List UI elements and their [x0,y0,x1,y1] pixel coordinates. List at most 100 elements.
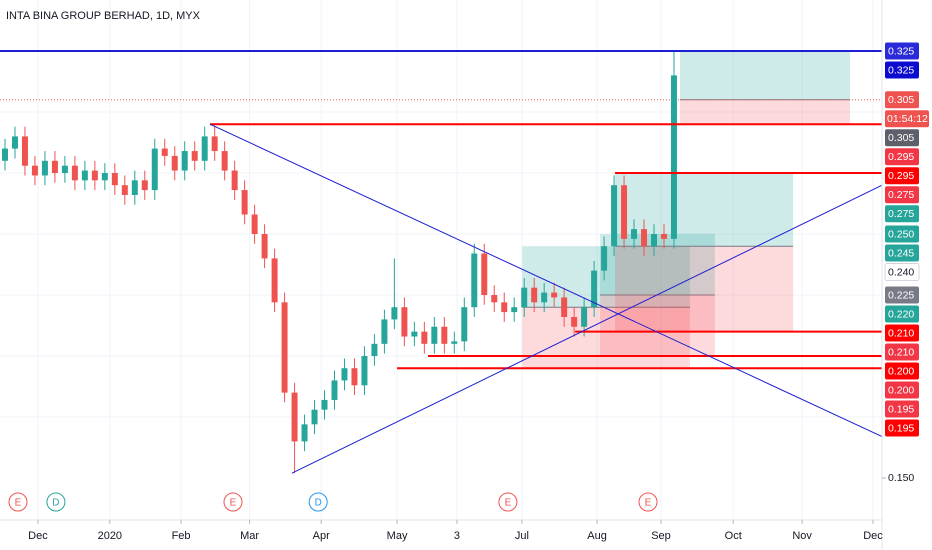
candle-body [121,185,128,195]
x-tick-label: May [387,530,408,542]
price-label: 0.325 [888,45,914,57]
candle-body [31,165,38,176]
candle-body [571,316,578,327]
price-label-box [885,148,919,166]
price-label-box [885,362,919,380]
countdown-label: 01:54:12 [887,113,928,125]
event-label: E [645,498,652,509]
price-label-box [885,129,919,147]
price-label-box [885,225,919,243]
candle-body [21,136,28,166]
price-label-box [885,167,919,185]
candle-body [581,307,588,327]
event-label: E [230,498,237,509]
x-tick-label: 2020 [98,530,122,542]
x-tick-label: Oct [725,530,742,542]
price-label: 0.225 [888,289,914,301]
candle-body [381,319,388,344]
candle-body [351,368,358,386]
candle-body [341,368,348,381]
price-label: 0.275 [888,208,914,220]
price-label-box [885,343,919,361]
candle-body [551,292,558,298]
candle-body [611,185,618,247]
candle-body [561,297,568,317]
price-label: 0.325 [888,64,914,76]
price-label: 0.200 [888,384,914,396]
price-label-box [885,186,919,204]
candle-body [251,214,258,235]
candle-body [670,75,677,239]
price-label: 0.240 [888,266,914,278]
candle-body [311,409,318,425]
event-marker [223,492,243,512]
candle-body [411,331,418,337]
x-tick-label: Jul [515,530,529,542]
candle-body [171,155,178,171]
candle-body [591,270,598,308]
candle-body [491,295,498,303]
price-label-box [885,381,919,399]
event-label: E [15,498,22,509]
candle-body [371,343,378,357]
price-label: 0.195 [888,422,914,434]
position-stop-zone [679,99,851,125]
price-label: 0.195 [888,403,914,415]
price-label: 0.295 [888,170,914,182]
price-label: 0.210 [888,327,914,339]
countdown-box [885,110,929,128]
candle-body [131,180,138,195]
candle-body [361,356,368,386]
candle-body [321,399,328,410]
price-label-box [885,42,919,60]
position-target-zone [600,234,715,296]
candle-body [441,326,448,344]
candle-body [231,170,238,191]
chart-title: INTA BINA GROUP BERHAD, 1D, MYX [6,10,201,22]
candle-body [51,160,58,174]
grid [0,0,882,520]
event-label: E [505,498,512,509]
candle-body [531,287,538,303]
price-label: 0.220 [888,308,914,320]
candle-body [641,229,648,247]
candle-body [601,246,608,271]
event-marker [46,492,66,512]
x-tick-label: Aug [587,530,607,542]
plot-area [0,49,882,474]
candle-body [221,151,228,171]
y-tick-label: 0.150 [888,472,914,484]
candle-body [261,234,268,259]
candle-body [451,341,458,344]
candle-body [461,307,468,342]
position-target-zone [679,50,851,100]
event-marker [8,492,28,512]
x-tick-label: Feb [172,530,191,542]
x-tick-label: Apr [313,530,330,542]
candle-body [61,165,68,174]
candle-body [481,253,488,296]
price-label: 0.275 [888,189,914,201]
price-label: 0.210 [888,346,914,358]
candle-body [111,173,118,186]
candle-body [331,380,338,400]
candle-body [211,136,218,152]
candle-body [401,307,408,337]
event-marker [308,492,328,512]
price-label-box [884,263,920,282]
candle-body [1,148,8,161]
candle-body [191,151,198,161]
candle-body [301,424,308,442]
x-tick-label: 3 [454,530,460,542]
x-tick-label: Dec [863,530,883,542]
price-label: 0.305 [888,132,914,144]
candle-body [271,258,278,303]
candle-body [661,234,667,239]
candle-body [141,180,148,191]
price-label-box [885,244,919,262]
event-marker [498,492,518,512]
price-label-box [885,286,919,304]
candle-body [181,151,188,171]
